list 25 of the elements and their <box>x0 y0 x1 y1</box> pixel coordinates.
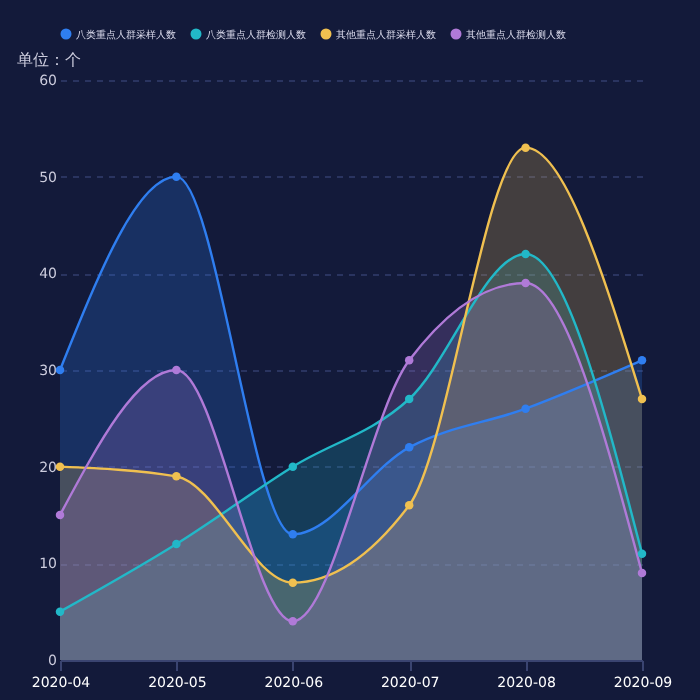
point <box>404 394 414 404</box>
point <box>637 394 647 404</box>
point <box>404 443 414 452</box>
point <box>55 462 65 471</box>
point <box>521 404 530 413</box>
point <box>172 172 181 181</box>
point <box>288 617 298 626</box>
point <box>637 549 647 558</box>
point <box>55 607 65 616</box>
point <box>172 365 181 375</box>
point <box>55 510 65 520</box>
point <box>288 530 298 539</box>
point <box>521 249 530 259</box>
point <box>55 365 65 375</box>
point <box>404 356 414 365</box>
point <box>172 539 181 549</box>
point <box>521 143 530 152</box>
point <box>288 462 298 471</box>
point <box>172 472 181 481</box>
point <box>404 501 414 510</box>
point <box>637 568 647 578</box>
y-axis-title: 单位：个 <box>17 51 81 69</box>
point <box>637 356 647 365</box>
point <box>288 578 298 587</box>
point <box>521 278 530 288</box>
